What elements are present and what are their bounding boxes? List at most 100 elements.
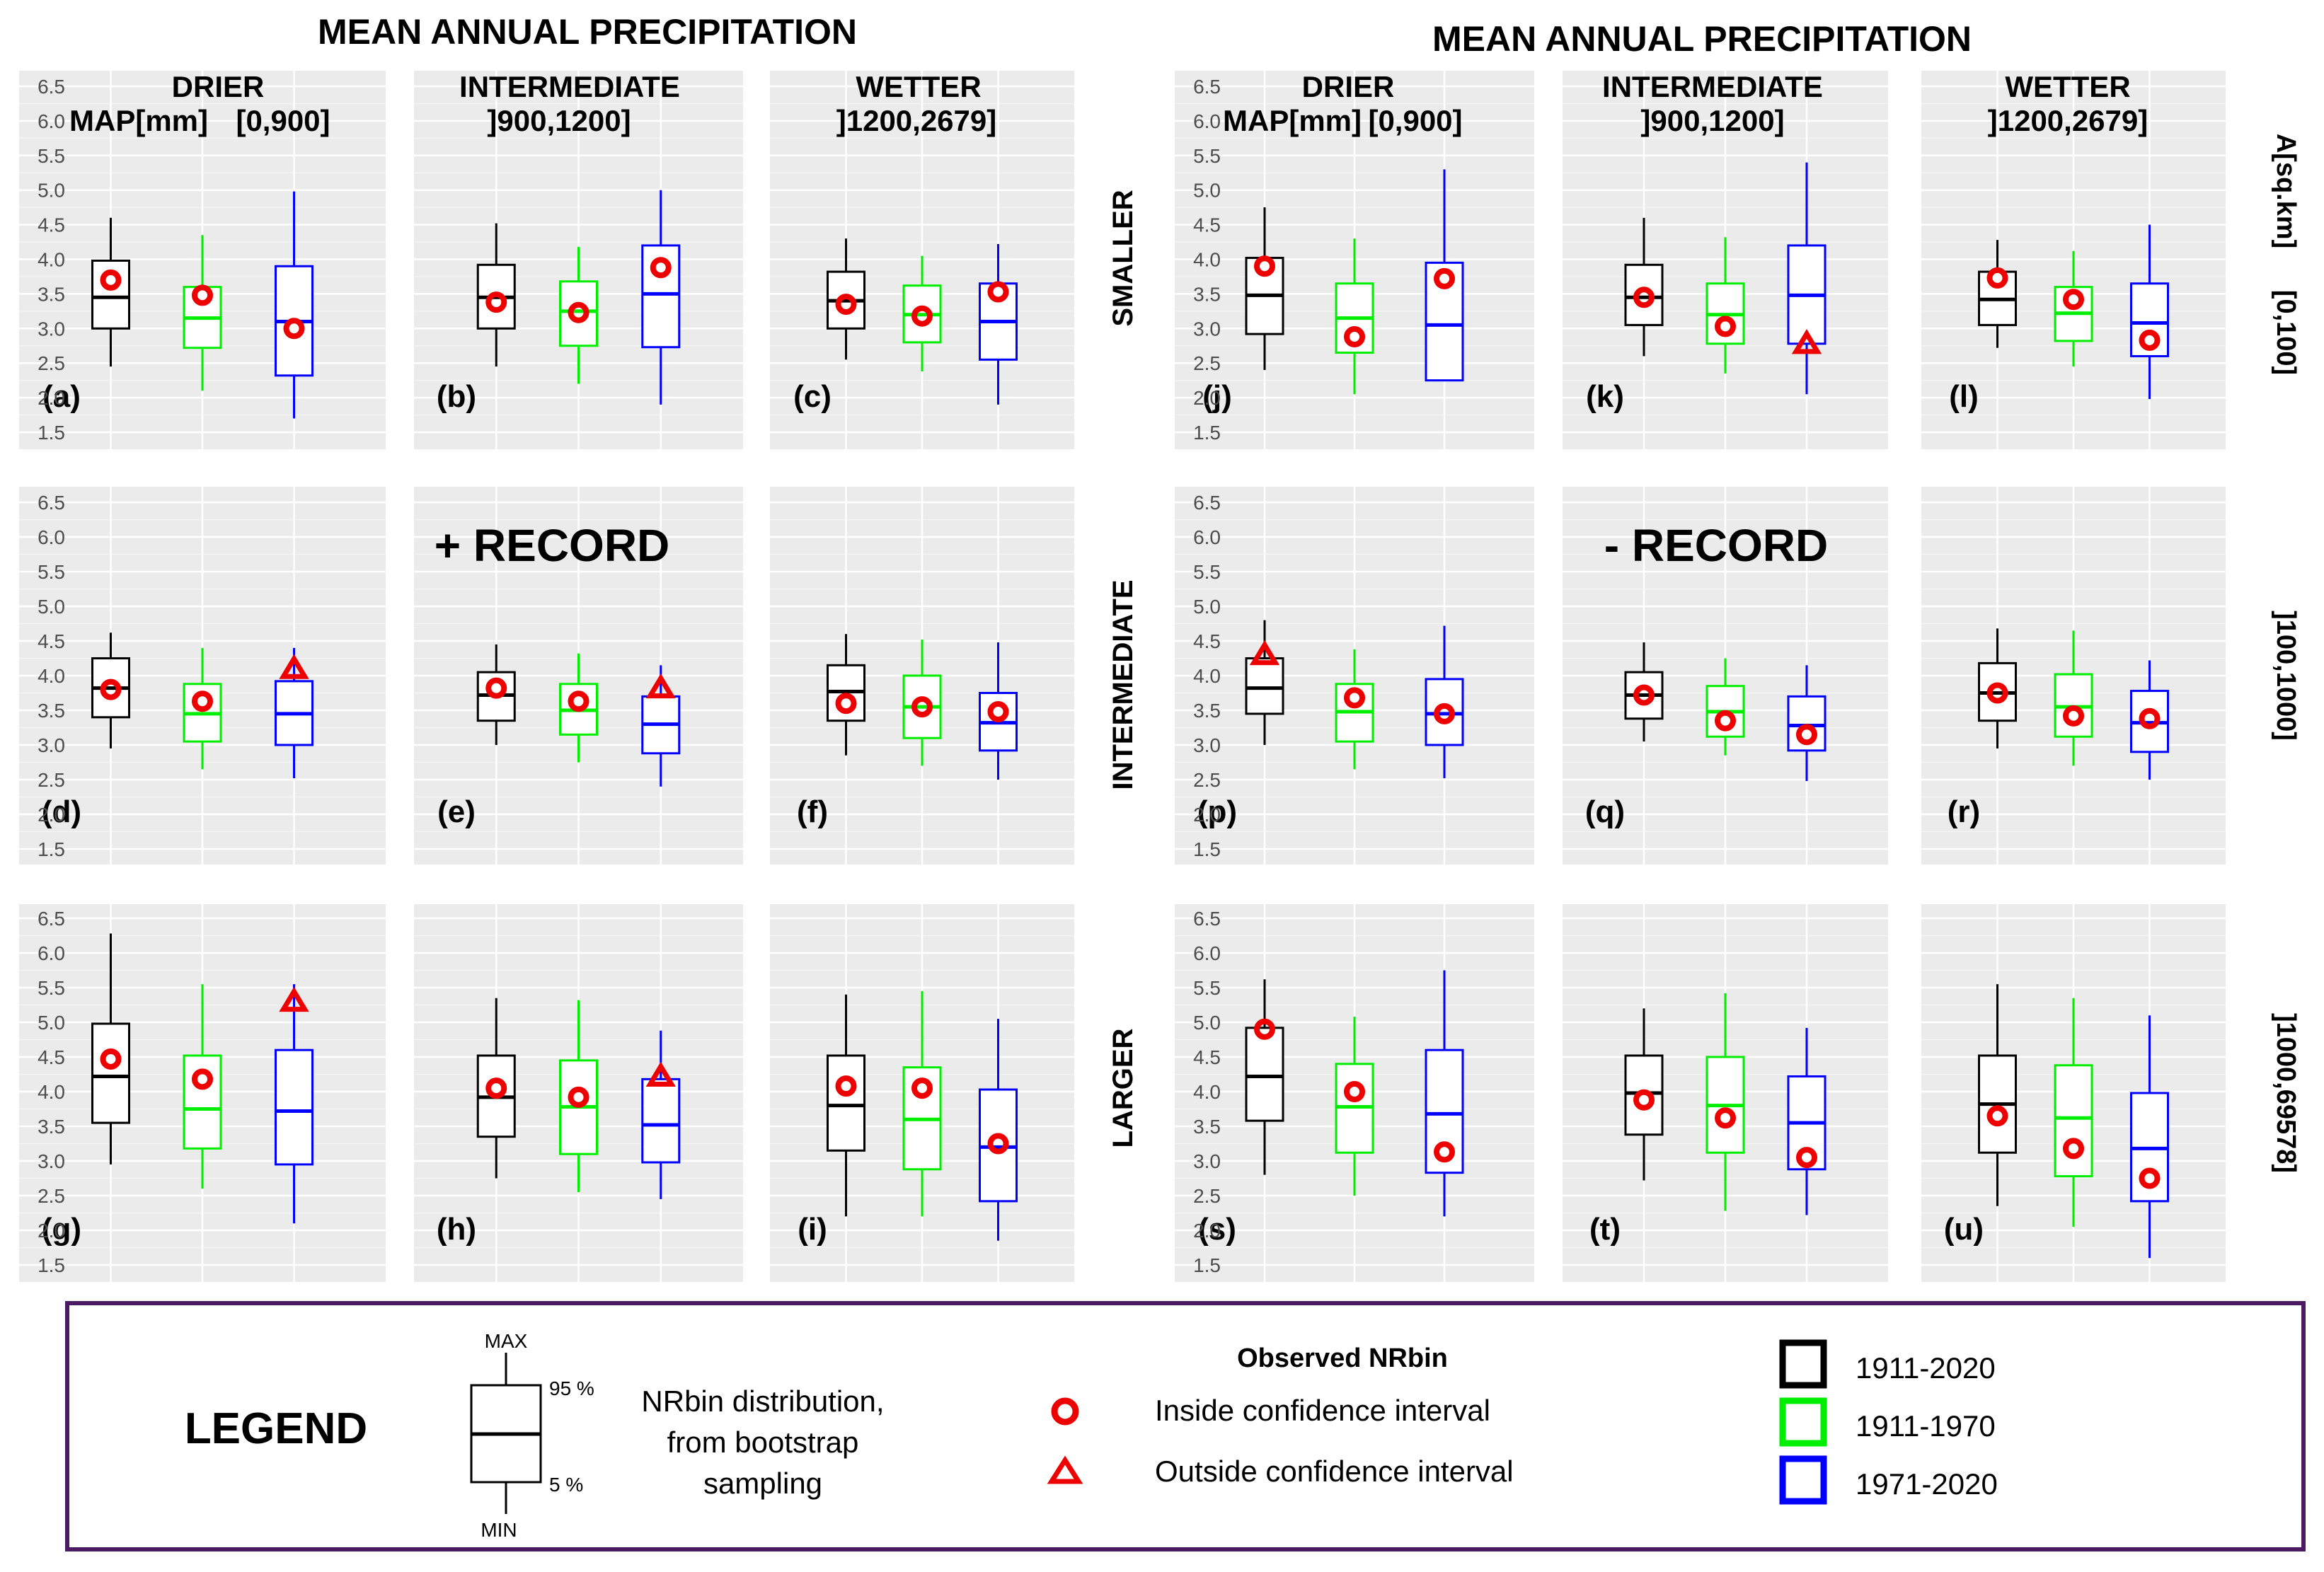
y-tick-label: 2.5 (38, 352, 65, 374)
title-right: MEAN ANNUAL PRECIPITATION (1432, 19, 1972, 59)
observed-circle-marker (485, 291, 507, 313)
observed-circle-marker (568, 690, 589, 712)
box-1911-1970 (1335, 1017, 1374, 1196)
panel-h: (h) (414, 904, 743, 1282)
box-1971-2020 (1787, 162, 1827, 395)
observed-circle-marker (100, 1048, 122, 1070)
observed-circle-marker (283, 318, 305, 340)
box-1971-2020 (2130, 660, 2169, 780)
panel-label: (j) (1202, 379, 1232, 414)
observed-circle-marker (1986, 682, 2008, 704)
observed-circle-marker (911, 1077, 933, 1099)
col-range-intermediate-right: ]900,1200] (1640, 104, 1784, 137)
box-1911-1970 (1335, 649, 1374, 770)
observed-circle-marker (1344, 1081, 1365, 1102)
panel-label: (k) (1586, 379, 1624, 414)
y-tick-label: 5.0 (38, 1012, 65, 1034)
box-1911-2020 (1624, 642, 1664, 742)
observed-circle-marker (1715, 1107, 1736, 1129)
box-1911-1970 (183, 235, 222, 391)
y-tick-label: 5.0 (38, 180, 65, 202)
observed-circle-marker (485, 1077, 507, 1099)
legend-title: LEGEND (185, 1404, 367, 1453)
observed-circle-marker (192, 690, 213, 712)
y-tick-label: 6.5 (1193, 908, 1221, 930)
observed-circle-marker (568, 1086, 589, 1108)
box-1971-2020 (275, 984, 313, 1224)
y-tick-label: 5.0 (1193, 1012, 1221, 1034)
legend-circle-icon (1051, 1397, 1079, 1426)
panel-i: (i) (770, 904, 1074, 1282)
panel-q: (q) (1563, 487, 1888, 865)
y-tick-label: 2.0 (38, 1220, 65, 1242)
y-tick-label: 4.0 (38, 665, 65, 687)
y-tick-label: 2.5 (38, 1185, 65, 1207)
y-tick-label: 6.5 (1193, 76, 1221, 98)
y-tick-label: 5.5 (38, 977, 65, 999)
legend-period-label-1911-1970: 1911-1970 (1856, 1409, 1996, 1443)
panel-label: (a) (42, 379, 81, 414)
y-tick-label: 3.0 (1193, 318, 1221, 340)
col-header-wetter-right: WETTER (2005, 70, 2130, 103)
record-label-right: - RECORD (1604, 520, 1828, 571)
observed-triangle-marker (279, 986, 309, 1012)
legend-box-p5: 5 % (549, 1474, 583, 1496)
legend-box-description-line2: from bootstrap (667, 1426, 859, 1459)
y-tick-label: 2.0 (1193, 804, 1221, 826)
legend-period-1911-2020: 1911-2020 (1779, 1339, 1996, 1389)
col-header-drier-right: DRIER (1302, 70, 1395, 103)
box-1911-1970 (559, 653, 598, 763)
observed-circle-marker (1434, 703, 1455, 724)
box-1971-2020 (1425, 970, 1464, 1217)
y-tick-label: 3.5 (1193, 700, 1221, 722)
y-tick-label: 1.5 (1193, 1254, 1221, 1276)
observed-circle-marker (2139, 707, 2161, 729)
y-tick-label: 6.5 (1193, 492, 1221, 514)
box-1971-2020 (641, 1030, 681, 1199)
panel-label: (h) (437, 1212, 476, 1247)
panel-label: (u) (1944, 1212, 1984, 1247)
area-unit-label: A[sq.km] (2271, 134, 2301, 249)
row-label-smaller: SMALLER (1108, 190, 1139, 326)
observed-triangle-marker (279, 654, 309, 679)
box-iqr (1425, 1048, 1464, 1174)
observed-circle-marker (1434, 267, 1455, 289)
legend-swatch-1911-2020 (1779, 1339, 1827, 1389)
col-range-wetter-left: ]1200,2679] (836, 104, 997, 137)
observed-triangle-marker (1791, 329, 1822, 354)
box-iqr (1624, 263, 1664, 326)
box-1911-1970 (902, 990, 942, 1217)
panel-d: (d) 1.5 2.0 2.5 3.0 3.5 4.0 4.5 5.0 5.5 6.0 6.5 (19, 487, 386, 865)
box-1971-2020 (1425, 169, 1464, 382)
panel-l: (l) (1921, 71, 2226, 449)
box-1971-2020 (1787, 665, 1827, 781)
observed-circle-marker (2063, 289, 2084, 311)
observed-circle-marker (2139, 329, 2161, 351)
box-1911-1970 (1705, 658, 1745, 756)
area-range-intermediate: ]100,1000] (2271, 611, 2301, 741)
box-1911-1970 (2054, 998, 2093, 1227)
box-1911-2020 (827, 994, 865, 1217)
y-tick-label: 3.5 (38, 1116, 65, 1138)
observed-circle-marker (568, 301, 589, 323)
box-iqr (275, 1048, 313, 1166)
box-iqr (2130, 282, 2169, 357)
col-range-drier-left: [0,900] (236, 104, 330, 137)
observed-circle-marker (192, 284, 213, 306)
y-tick-label: 5.5 (1193, 561, 1221, 583)
panel-label: (t) (1589, 1212, 1621, 1247)
y-tick-label: 3.5 (38, 700, 65, 722)
y-tick-label: 4.5 (1193, 214, 1221, 236)
y-tick-label: 4.0 (1193, 249, 1221, 271)
box-1971-2020 (1787, 1027, 1827, 1215)
box-iqr (91, 1022, 130, 1124)
observed-triangle-marker (645, 1061, 676, 1087)
legend-box-description-line3: sampling (703, 1467, 822, 1500)
box-1911-2020 (1624, 1008, 1664, 1181)
y-tick-label: 5.0 (1193, 180, 1221, 202)
panel-label: (c) (793, 379, 832, 414)
observed-circle-marker (1633, 287, 1655, 308)
y-tick-label: 1.5 (38, 422, 65, 444)
col-header-drier-left: DRIER (172, 70, 265, 103)
y-tick-label: 6.0 (38, 110, 65, 132)
